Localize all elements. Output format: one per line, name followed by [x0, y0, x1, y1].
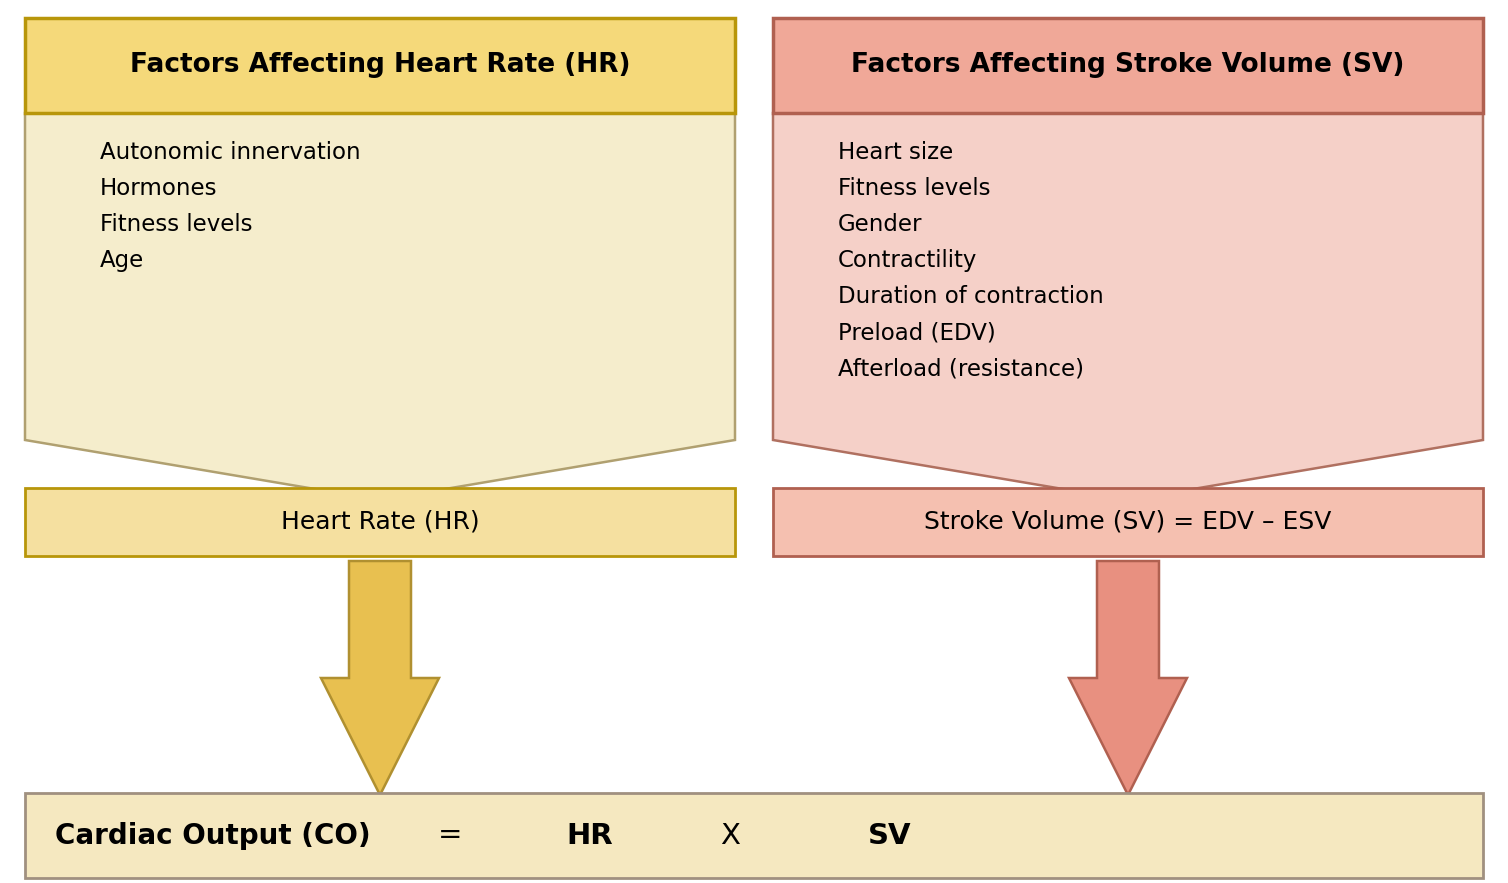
FancyBboxPatch shape: [26, 18, 734, 113]
Text: =: =: [437, 821, 463, 849]
Polygon shape: [26, 113, 734, 500]
Text: Hormones: Hormones: [100, 177, 217, 200]
Text: Contractility: Contractility: [838, 249, 977, 272]
Text: Gender: Gender: [838, 213, 923, 236]
Text: Heart size: Heart size: [838, 141, 953, 164]
Text: Heart Rate (HR): Heart Rate (HR): [280, 510, 480, 534]
FancyBboxPatch shape: [774, 488, 1482, 556]
Text: SV: SV: [869, 821, 912, 849]
Polygon shape: [1069, 561, 1187, 795]
FancyBboxPatch shape: [26, 793, 1482, 878]
Text: Fitness levels: Fitness levels: [838, 177, 991, 200]
Text: X: X: [719, 821, 740, 849]
Text: Autonomic innervation: Autonomic innervation: [100, 141, 360, 164]
Text: Factors Affecting Heart Rate (HR): Factors Affecting Heart Rate (HR): [130, 52, 630, 79]
Text: Afterload (resistance): Afterload (resistance): [838, 357, 1084, 380]
Text: HR: HR: [567, 821, 614, 849]
FancyBboxPatch shape: [26, 488, 734, 556]
Polygon shape: [321, 561, 439, 795]
Text: Fitness levels: Fitness levels: [100, 213, 252, 236]
FancyBboxPatch shape: [774, 18, 1482, 113]
Text: Duration of contraction: Duration of contraction: [838, 285, 1104, 308]
Text: Age: Age: [100, 249, 145, 272]
Text: Preload (EDV): Preload (EDV): [838, 321, 995, 344]
Text: Factors Affecting Stroke Volume (SV): Factors Affecting Stroke Volume (SV): [852, 52, 1404, 79]
Text: Stroke Volume (SV) = EDV – ESV: Stroke Volume (SV) = EDV – ESV: [924, 510, 1332, 534]
Polygon shape: [774, 113, 1482, 500]
Text: Cardiac Output (CO): Cardiac Output (CO): [54, 821, 371, 849]
